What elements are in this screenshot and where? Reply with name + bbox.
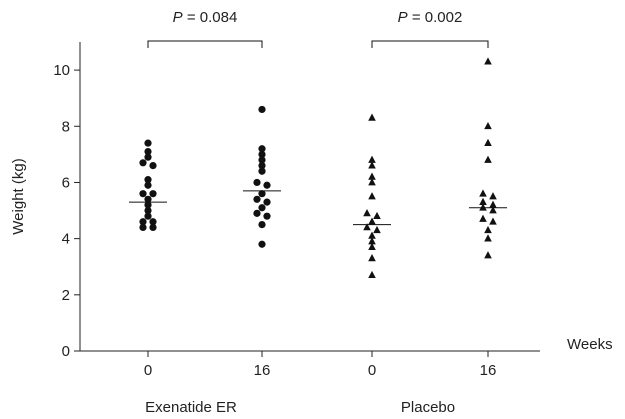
data-point bbox=[144, 176, 152, 184]
data-point bbox=[263, 198, 271, 206]
y-axis-title: Weight (kg) bbox=[10, 158, 27, 234]
group-label: Placebo bbox=[401, 399, 455, 416]
data-point bbox=[489, 200, 497, 208]
data-point bbox=[479, 214, 487, 222]
data-point bbox=[368, 242, 376, 250]
p-label: P bbox=[173, 9, 183, 26]
data-point bbox=[149, 223, 157, 231]
data-point bbox=[373, 211, 381, 220]
x-tick-label: 0 bbox=[368, 362, 376, 379]
data-point bbox=[368, 161, 376, 169]
x-tick-label: 16 bbox=[480, 362, 497, 379]
x-tick-label: 16 bbox=[254, 362, 271, 379]
data-point bbox=[139, 190, 147, 198]
data-point bbox=[149, 190, 157, 198]
data-point bbox=[258, 204, 266, 212]
data-point bbox=[368, 178, 376, 186]
data-point bbox=[258, 150, 266, 158]
data-point bbox=[368, 172, 376, 180]
y-tick-label: 2 bbox=[62, 287, 70, 304]
data-point bbox=[363, 223, 371, 231]
data-point bbox=[368, 113, 376, 121]
data-point bbox=[149, 162, 157, 170]
data-point bbox=[258, 105, 266, 114]
data-point bbox=[144, 206, 152, 215]
data-point bbox=[484, 251, 492, 259]
data-point bbox=[489, 206, 497, 214]
data-point bbox=[489, 192, 497, 200]
data-point bbox=[144, 147, 152, 156]
data-point bbox=[484, 57, 492, 65]
x-tick-label: 0 bbox=[144, 362, 152, 379]
data-point bbox=[144, 212, 152, 220]
x-axis-title: Weeks bbox=[567, 336, 613, 353]
data-point bbox=[258, 240, 266, 248]
data-point bbox=[489, 217, 497, 225]
y-tick-label: 8 bbox=[62, 118, 70, 135]
axes bbox=[74, 42, 540, 357]
data-point bbox=[479, 203, 487, 211]
data-point bbox=[139, 159, 147, 167]
data-point bbox=[258, 220, 266, 229]
p-value: = 0.084 bbox=[183, 9, 238, 26]
data-point bbox=[253, 195, 261, 203]
p-label: P bbox=[398, 9, 408, 26]
group-label: Exenatide ER bbox=[145, 399, 237, 416]
y-tick-label: 0 bbox=[62, 343, 70, 360]
data-point bbox=[258, 145, 266, 153]
data-point bbox=[479, 189, 487, 197]
data-point bbox=[368, 217, 376, 225]
data-point bbox=[363, 209, 371, 217]
data-point bbox=[263, 181, 271, 189]
chart-marks bbox=[129, 40, 507, 279]
data-point bbox=[253, 209, 261, 217]
data-point bbox=[484, 225, 492, 234]
data-point bbox=[368, 155, 376, 163]
data-point bbox=[144, 153, 152, 161]
data-point bbox=[368, 270, 376, 279]
data-point bbox=[368, 253, 376, 262]
y-tick-label: 6 bbox=[62, 174, 70, 191]
chart-labels: 0 2 4 6 8 10 Weight (kg) Weeks 0 16 Exenatide ER P … bbox=[10, 9, 613, 416]
comparison-bracket bbox=[371, 40, 489, 48]
data-point bbox=[139, 223, 147, 231]
data-point bbox=[258, 167, 266, 175]
data-point bbox=[144, 181, 152, 189]
data-point bbox=[479, 197, 487, 206]
data-point bbox=[484, 138, 492, 147]
data-point bbox=[144, 195, 152, 203]
data-point bbox=[484, 155, 492, 163]
y-tick-label: 4 bbox=[62, 231, 70, 248]
p-value-annotation: P = 0.084 bbox=[173, 9, 238, 26]
data-point bbox=[139, 218, 147, 226]
p-value: = 0.002 bbox=[408, 9, 463, 26]
p-value-annotation: P = 0.002 bbox=[398, 9, 463, 26]
y-tick-label: 10 bbox=[53, 62, 70, 79]
data-point bbox=[373, 225, 381, 234]
data-point bbox=[368, 192, 376, 200]
data-point bbox=[144, 201, 152, 209]
data-point bbox=[144, 139, 152, 147]
data-point bbox=[368, 231, 376, 239]
data-point bbox=[368, 237, 376, 245]
data-point bbox=[484, 234, 492, 242]
comparison-bracket bbox=[147, 40, 263, 48]
data-point bbox=[263, 212, 271, 220]
data-point bbox=[149, 218, 157, 226]
data-point bbox=[484, 121, 492, 130]
data-point bbox=[253, 178, 261, 187]
data-point bbox=[258, 190, 266, 198]
data-point bbox=[258, 156, 266, 164]
data-point bbox=[258, 162, 266, 170]
